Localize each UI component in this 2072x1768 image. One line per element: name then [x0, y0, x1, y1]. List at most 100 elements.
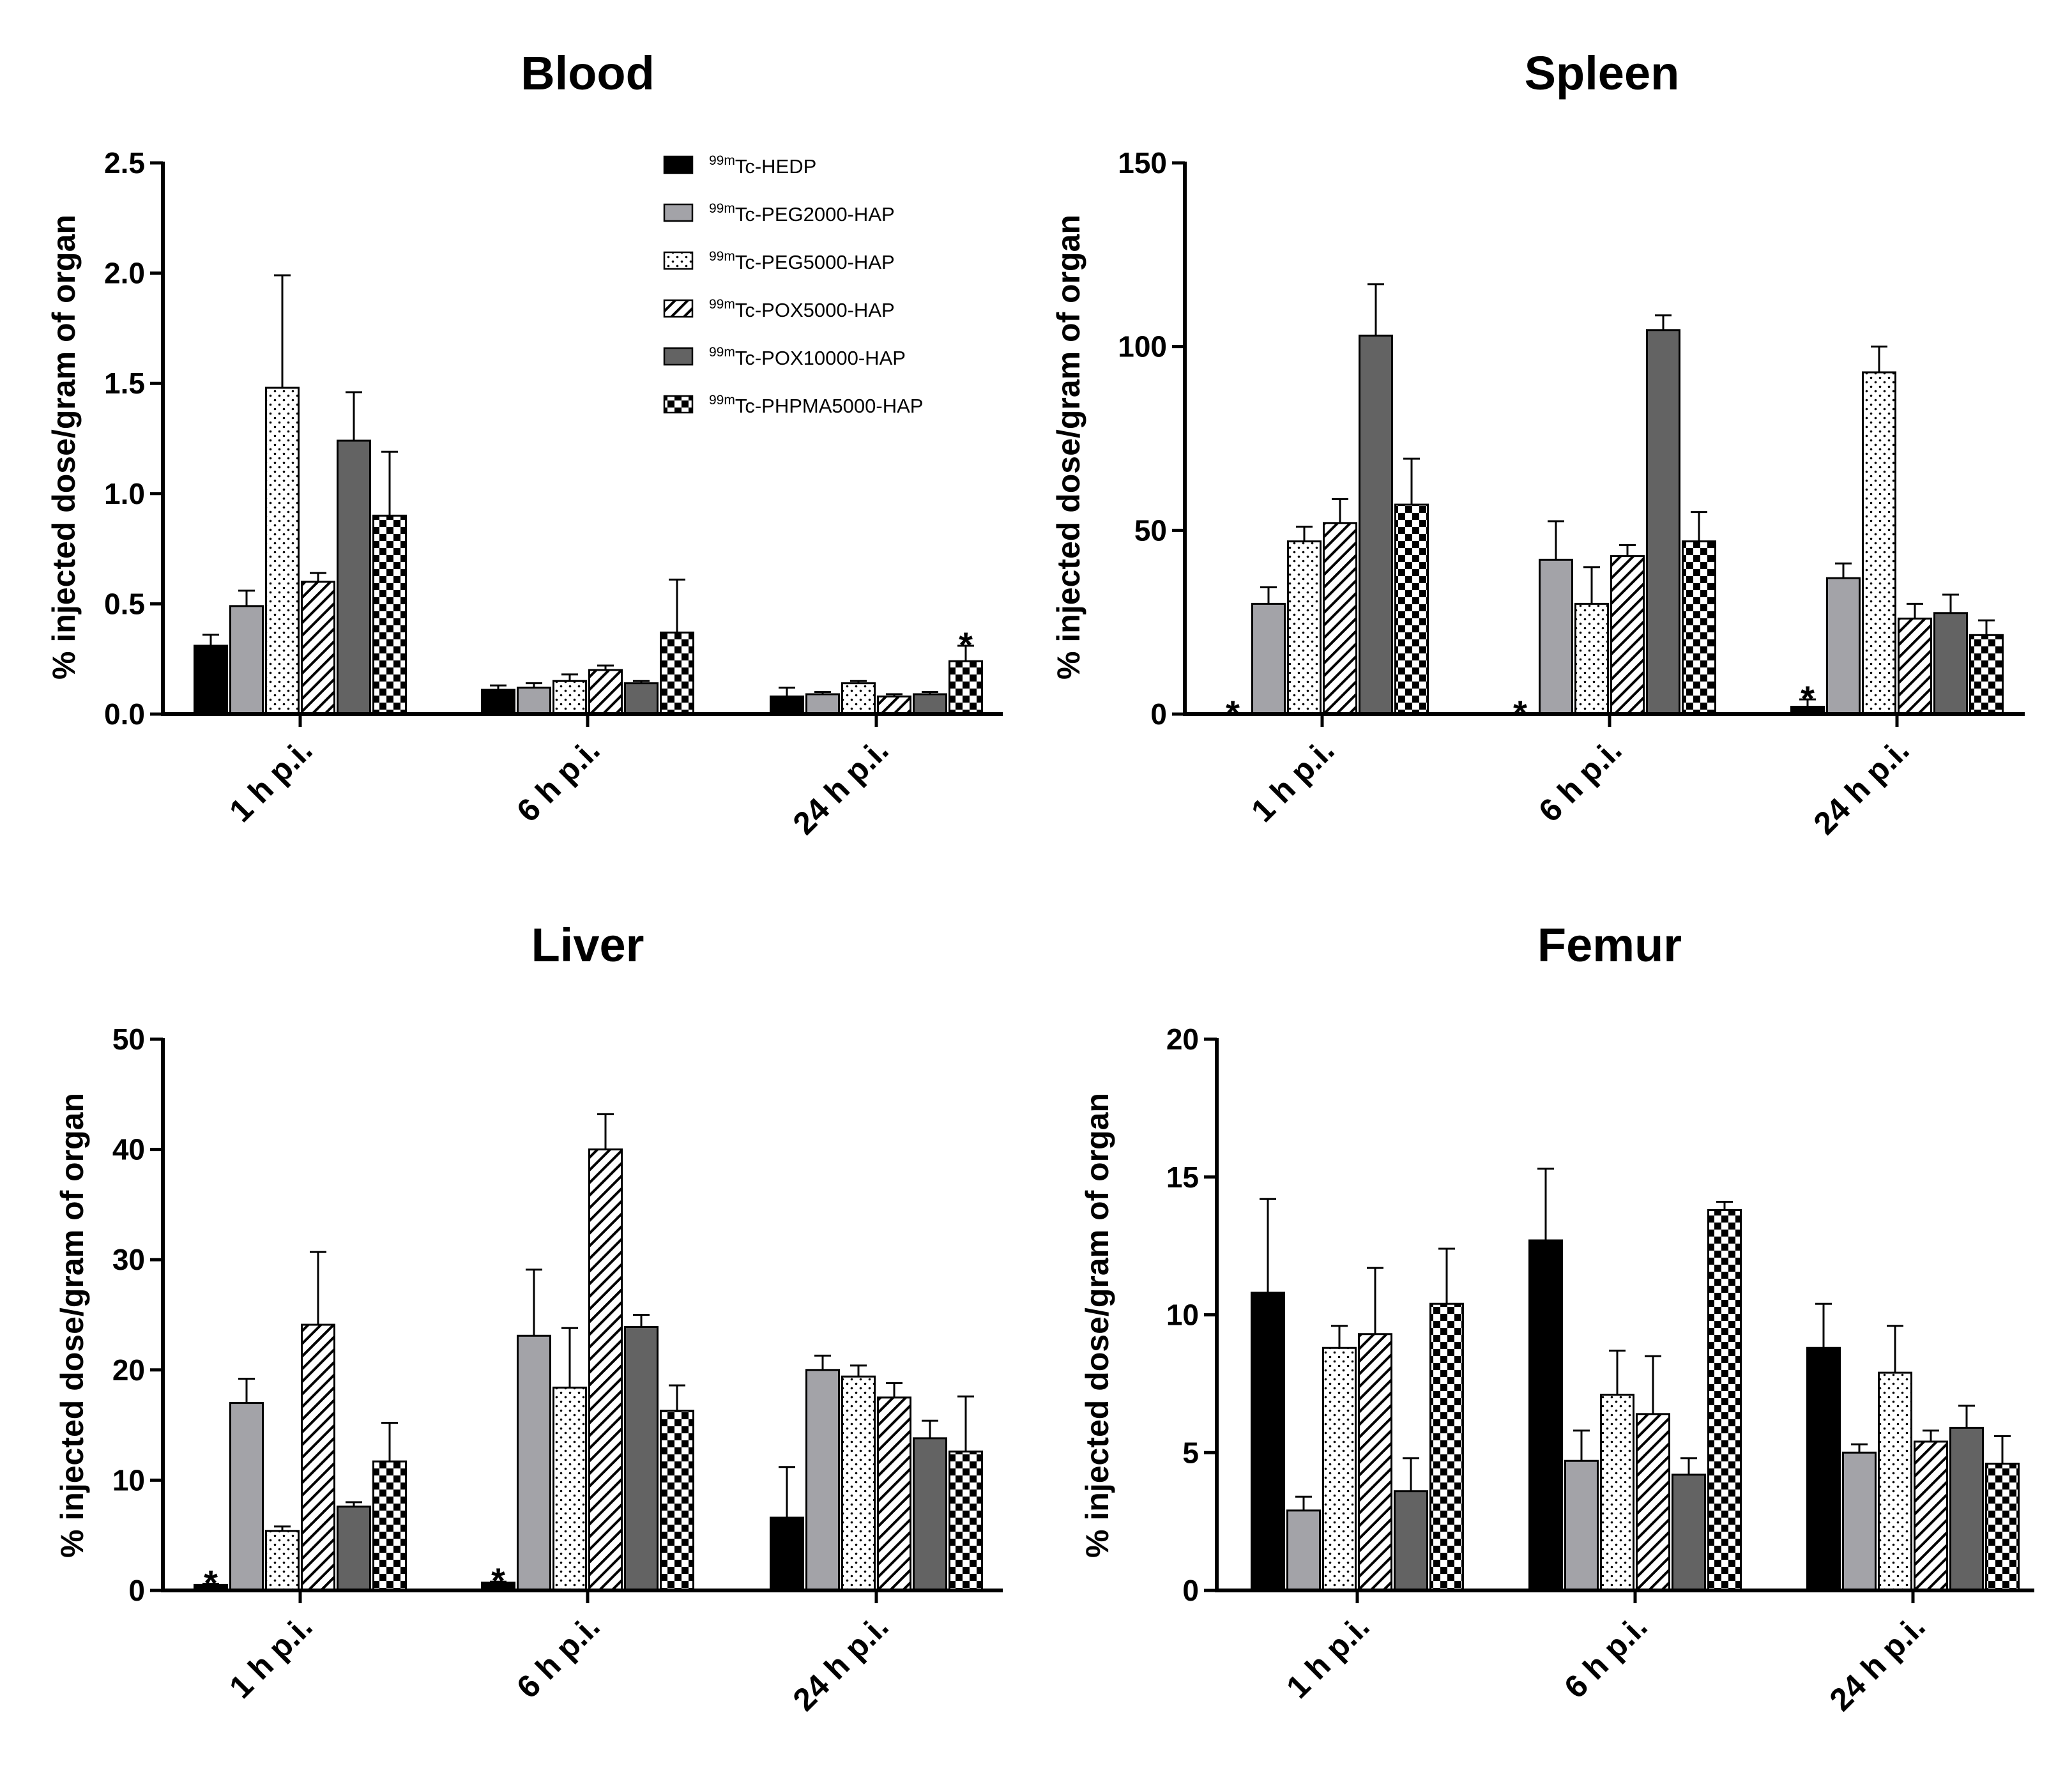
blood-errorbar-99mtc-peg2000-hap-1-h-p-i [238, 590, 255, 606]
spleen-bar-99mtc-peg5000-hap-6-h-p-i [1574, 602, 1609, 715]
legend-superscript: 99m [709, 153, 735, 168]
femur-ylabel: % injected dose/gram of organ [1079, 1093, 1115, 1558]
legend-label: 99mTc-PEG5000-HAP [709, 249, 895, 273]
liver-errorbar-99mtc-peg5000-hap-24-h-p-i [850, 1364, 867, 1377]
femur-xtick-label: 24 h p.i. [1823, 1608, 1932, 1718]
spleen-bar-99mtc-pox10000-hap-24-h-p-i [1933, 612, 1968, 715]
legend-label-text: Tc-PEG2000-HAP [735, 203, 895, 225]
liver-errorbar-99mtc-peg5000-hap-6-h-p-i [561, 1327, 578, 1388]
spleen-significance-star: * [1801, 678, 1815, 719]
spleen-ylabel: % injected dose/gram of organ [1051, 215, 1086, 680]
blood-bar-99mtc-peg2000-hap-1-h-p-i [229, 605, 264, 715]
blood-panel: Blood % injected dose/gram of organ 0.0 0… [46, 47, 1003, 841]
legend-superscript: 99m [709, 393, 735, 408]
femur-ytick-label: 5 [1182, 1436, 1199, 1469]
femur-bar-99mtc-hedp-1-h-p-i [1251, 1292, 1285, 1592]
femur-bar-99mtc-pox5000-hap-6-h-p-i [1636, 1413, 1670, 1592]
legend-label-text: Tc-PHPMA5000-HAP [735, 395, 924, 417]
spleen-title: Spleen [1525, 47, 1680, 100]
liver-errorbar-99mtc-peg2000-hap-6-h-p-i [526, 1269, 542, 1336]
spleen-errorbar-99mtc-peg5000-hap-1-h-p-i [1296, 526, 1313, 542]
blood-ytick-label: 1.5 [104, 367, 145, 400]
legend-label-text: Tc-HEDP [735, 155, 816, 178]
blood-errorbar-99mtc-peg5000-hap-1-h-p-i [274, 274, 291, 388]
spleen-xtick-label: 1 h p.i. [1244, 732, 1341, 829]
legend-entry-tc-peg5000-hap: 99mTc-PEG5000-HAP [663, 249, 895, 273]
liver-errorbar-99mtc-phpma5000-hap-1-h-p-i [381, 1422, 398, 1462]
liver-xtick-label: 1 h p.i. [222, 1608, 319, 1705]
blood-xtick-label: 24 h p.i. [786, 732, 895, 841]
femur-bar-99mtc-hedp-24-h-p-i [1806, 1346, 1841, 1592]
spleen-bar-99mtc-pox5000-hap-6-h-p-i [1610, 555, 1645, 715]
spleen-errorbar-99mtc-pox5000-hap-1-h-p-i [1332, 498, 1348, 523]
spleen-errorbar-99mtc-peg5000-hap-6-h-p-i [1583, 566, 1600, 604]
blood-significance-star: * [959, 625, 973, 665]
legend-swatch-dots [663, 251, 694, 270]
liver-bar-99mtc-peg5000-hap-1-h-p-i [265, 1530, 300, 1592]
liver-bar-99mtc-peg2000-hap-24-h-p-i [805, 1369, 840, 1592]
liver-bar-99mtc-pox5000-hap-24-h-p-i [877, 1396, 911, 1592]
legend-superscript: 99m [709, 249, 735, 264]
femur-errorbar-99mtc-pox10000-hap-24-h-p-i [1958, 1405, 1975, 1428]
blood-xtick-label: 1 h p.i. [222, 732, 319, 829]
legend-entry-tc-peg2000-hap: 99mTc-PEG2000-HAP [663, 201, 895, 225]
legend-superscript: 99m [709, 297, 735, 312]
liver-ytick-label: 30 [112, 1243, 145, 1276]
femur-errorbar-99mtc-peg2000-hap-24-h-p-i [1851, 1443, 1868, 1453]
spleen-errorbar-99mtc-peg2000-hap-6-h-p-i [1548, 520, 1564, 560]
legend-label: 99mTc-PHPMA5000-HAP [709, 393, 923, 417]
legend-swatch-solid-lightgray [663, 203, 694, 222]
spleen-bar-99mtc-peg2000-hap-1-h-p-i [1251, 602, 1286, 715]
spleen-significance-star: * [1513, 693, 1527, 733]
spleen-errorbar-99mtc-peg5000-hap-24-h-p-i [1871, 346, 1887, 372]
femur-bar-99mtc-peg5000-hap-6-h-p-i [1600, 1394, 1634, 1592]
blood-bar-99mtc-peg2000-hap-6-h-p-i [517, 687, 551, 715]
spleen-errorbar-99mtc-pox10000-hap-6-h-p-i [1655, 314, 1672, 330]
liver-bar-99mtc-peg2000-hap-1-h-p-i [229, 1402, 264, 1592]
spleen-errorbar-99mtc-peg2000-hap-24-h-p-i [1835, 562, 1852, 579]
liver-ytick-label: 50 [112, 1023, 145, 1056]
liver-bar-99mtc-pox10000-hap-6-h-p-i [624, 1325, 659, 1592]
blood-ytick-label: 2.5 [104, 146, 145, 179]
femur-panel: Femur % injected dose/gram of organ 0 5 10… [1079, 918, 2034, 1718]
blood-bar-99mtc-peg2000-hap-24-h-p-i [805, 693, 840, 715]
liver-errorbar-99mtc-hedp-6-h-p-i [490, 1580, 507, 1583]
blood-ytick-label: 0.5 [104, 587, 145, 620]
femur-bar-99mtc-pox10000-hap-6-h-p-i [1672, 1474, 1706, 1592]
femur-ytick-label: 10 [1166, 1299, 1199, 1332]
blood-bar-99mtc-pox10000-hap-6-h-p-i [624, 682, 659, 715]
spleen-errorbar-99mtc-phpma5000-hap-24-h-p-i [1978, 619, 1995, 636]
femur-xtick-label: 6 h p.i. [1557, 1608, 1654, 1705]
blood-errorbar-99mtc-peg2000-hap-24-h-p-i [814, 690, 831, 694]
femur-bar-99mtc-pox5000-hap-24-h-p-i [1914, 1440, 1948, 1592]
femur-errorbar-99mtc-pox5000-hap-24-h-p-i [1923, 1429, 1939, 1442]
blood-errorbar-99mtc-peg2000-hap-6-h-p-i [526, 682, 542, 688]
liver-xtick-label: 6 h p.i. [510, 1608, 607, 1705]
liver-errorbar-99mtc-peg5000-hap-1-h-p-i [274, 1525, 291, 1531]
blood-errorbar-99mtc-phpma5000-hap-24-h-p-i [957, 644, 974, 662]
spleen-bar-99mtc-peg5000-hap-1-h-p-i [1287, 540, 1322, 715]
blood-bar-99mtc-pox10000-hap-24-h-p-i [913, 693, 947, 715]
legend-entry-tc-pox5000-hap: 99mTc-POX5000-HAP [663, 297, 895, 321]
liver-bar-99mtc-phpma5000-hap-1-h-p-i [372, 1460, 407, 1592]
spleen-bar-99mtc-phpma5000-hap-6-h-p-i [1682, 540, 1716, 715]
femur-bar-99mtc-pox10000-hap-1-h-p-i [1394, 1490, 1428, 1592]
blood-xtick-label: 6 h p.i. [510, 732, 607, 829]
liver-significance-star: * [491, 1560, 505, 1601]
blood-bar-99mtc-peg5000-hap-6-h-p-i [552, 680, 587, 715]
legend: 99mTc-HEDP99mTc-PEG2000-HAP99mTc-PEG5000… [663, 153, 923, 417]
femur-errorbar-99mtc-phpma5000-hap-6-h-p-i [1716, 1201, 1733, 1210]
liver-bar-99mtc-pox10000-hap-1-h-p-i [337, 1505, 371, 1592]
blood-errorbar-99mtc-phpma5000-hap-1-h-p-i [381, 450, 398, 516]
blood-errorbar-99mtc-pox5000-hap-24-h-p-i [886, 693, 903, 697]
blood-bar-99mtc-peg5000-hap-1-h-p-i [265, 386, 300, 715]
femur-ytick-label: 20 [1166, 1023, 1199, 1056]
femur-errorbar-99mtc-pox5000-hap-6-h-p-i [1645, 1355, 1661, 1414]
spleen-panel: Spleen % injected dose/gram of organ 0 50… [1051, 47, 2025, 841]
spleen-bar-99mtc-phpma5000-hap-1-h-p-i [1394, 503, 1429, 715]
legend-swatch-solid-darkgray [663, 347, 694, 366]
blood-bar-99mtc-hedp-24-h-p-i [770, 695, 804, 715]
femur-errorbar-99mtc-hedp-1-h-p-i [1260, 1198, 1276, 1293]
spleen-plot: 0 50 100 150 1 h p.i. 6 h p.i. 24 h p.i. * * * [1118, 146, 2025, 841]
